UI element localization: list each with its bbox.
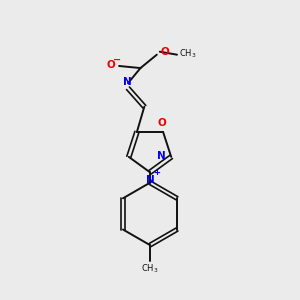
Text: N: N	[157, 151, 166, 161]
Text: +: +	[153, 168, 160, 177]
Text: CH$_3$: CH$_3$	[178, 47, 196, 60]
Text: N: N	[146, 175, 155, 185]
Text: N: N	[123, 77, 132, 87]
Text: O: O	[157, 118, 166, 128]
Text: CH$_3$: CH$_3$	[141, 262, 159, 275]
Text: −: −	[112, 55, 121, 65]
Text: O: O	[106, 60, 115, 70]
Text: O: O	[160, 47, 169, 57]
